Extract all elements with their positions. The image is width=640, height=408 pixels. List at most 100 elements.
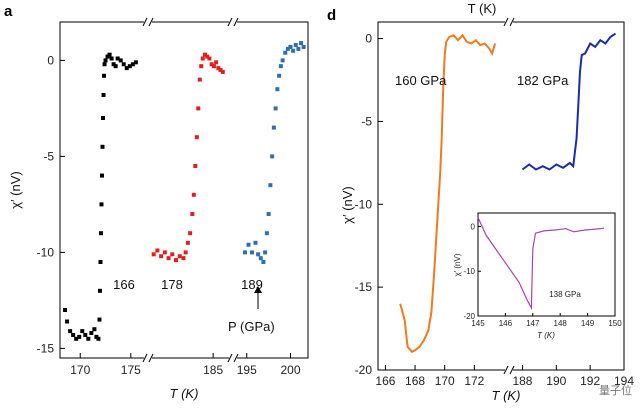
panel-a-point [170, 252, 175, 257]
panel-a-point [273, 106, 278, 111]
panel-d-ytick-label: -5 [361, 114, 372, 128]
panel-a-point [111, 62, 116, 67]
panel-a-point [155, 248, 160, 253]
panel-d-series-line [521, 32, 617, 171]
panel-a-point [246, 242, 251, 247]
panel-a-point [83, 332, 88, 337]
panel-a-axis-break-slash-left [227, 17, 233, 27]
inset-xlabel: T (K) [537, 331, 555, 340]
panel-a-point [181, 256, 186, 261]
panel-a-point [98, 260, 103, 264]
panel-a-ytick-label: -5 [43, 149, 54, 163]
panel-a-point [207, 56, 212, 61]
panel-a-point [127, 64, 132, 69]
watermark: 量子位 [599, 385, 632, 397]
panel-a-axis-break-gap [144, 17, 152, 27]
panel-d-ytick-label: 0 [365, 32, 372, 46]
panel-a-point [190, 212, 195, 216]
panel-a-point [196, 106, 201, 111]
panel-a-point [214, 60, 219, 65]
panel-a-point [193, 164, 198, 168]
panel-d-xtick-label: 190 [546, 374, 566, 388]
panel-a-point [211, 64, 216, 69]
panel-d-xtick-label: 168 [405, 374, 425, 388]
panel-a-point [299, 41, 303, 46]
panel-a-point [199, 64, 204, 69]
inset-ytick-label: -10 [463, 267, 475, 276]
panel-a-point [63, 308, 68, 312]
panel-a-point [291, 48, 296, 53]
panel-d-axis-break-slash-right [509, 365, 515, 375]
panel-a-point [99, 173, 104, 178]
panel-a-point [92, 327, 97, 332]
panel-a-axis-break-slash-left [142, 17, 148, 27]
panel-a-axis-break-slash-right [233, 17, 239, 27]
panel-a-ytick-label: -15 [37, 341, 55, 355]
panel-a-point [174, 258, 178, 263]
panel-d-xtick-label: 170 [435, 374, 455, 388]
panel-a-point [285, 46, 290, 51]
panel-a-axis-break-gap [229, 17, 237, 27]
panel-d-ytick-label: -10 [355, 197, 373, 211]
panel-a-point [77, 334, 82, 339]
panel-a-point [202, 52, 207, 57]
pressure-axis-label: P (GPa) [228, 319, 275, 334]
panel-a-point [99, 202, 104, 207]
panel-a-point [133, 60, 138, 65]
panel-a-point [97, 317, 102, 322]
inset-ylabel: χ′ (nV) [453, 253, 462, 276]
panel-a-point [268, 183, 273, 188]
panel-d-ylabel: χ′ (nV) [340, 186, 355, 223]
panel-a-letter: a [4, 3, 13, 20]
panel-a-point [101, 116, 105, 120]
panel-a-xtick-label: 170 [70, 363, 90, 377]
panel-a-point [103, 58, 108, 63]
panel-a-ylabel: χ′ (nV) [8, 171, 23, 208]
panel-a-point [102, 62, 107, 67]
inset-ytick-label: -20 [463, 312, 475, 321]
pressure-arrowhead [254, 286, 262, 293]
panel-a-xtick-label: 175 [121, 363, 141, 377]
panel-d-xtick-label: 192 [580, 374, 600, 388]
panel-a-point [288, 44, 293, 49]
panel-a-point [261, 260, 266, 264]
inset-xtick-label: 149 [581, 319, 595, 328]
panel-a-point [278, 64, 283, 69]
inset-ytick-label: 0 [471, 222, 476, 231]
inset-series-label: 138 GPa [549, 290, 581, 299]
panel-d-axis-break-slash-left [503, 17, 509, 27]
panel-a-point [258, 256, 263, 261]
panel-a-point [121, 62, 126, 67]
panel-a-point [102, 73, 107, 78]
panel-a-point [220, 69, 225, 74]
panel-a-point [113, 64, 118, 69]
panel-a-xtick-label: 195 [237, 363, 257, 377]
panel-a-axis-break-slash-right [148, 17, 154, 27]
panel-a-point [166, 256, 171, 261]
panel-a-xtick-label: 200 [280, 363, 300, 377]
panel-d-axis-break-slash-left [503, 365, 509, 375]
panel-a-axis-break-slash-right [233, 353, 239, 363]
panel-a-point [218, 68, 223, 72]
panel-a-point [250, 250, 254, 255]
panel-a-point [118, 58, 123, 63]
panel-a-point [266, 212, 271, 216]
panel-a-axis-break-slash-left [142, 353, 148, 363]
inset-xtick-label: 148 [554, 319, 568, 328]
panel-a-point [205, 54, 210, 59]
panel-a-point [100, 144, 105, 149]
panel-a-point [243, 250, 247, 255]
inset-xtick-label: 147 [526, 319, 540, 328]
panel-a-plot: χ′ (nV) T (K) P (GPa) 0 -5 -10 -15 170 175 185… [8, 17, 309, 401]
panel-d-xtick-label: 172 [464, 374, 484, 388]
panel-a-point [74, 336, 79, 341]
panel-a-point [68, 329, 73, 334]
inset-xtick-label: 146 [499, 319, 513, 328]
inset-frame [477, 212, 616, 317]
panel-d-xtick-label: 166 [375, 374, 395, 388]
panel-d-axis-break-gap [505, 17, 513, 27]
panel-a-point [188, 231, 193, 236]
panel-d-xlabel: T (K) [492, 388, 521, 403]
panel-a-point [216, 66, 221, 71]
